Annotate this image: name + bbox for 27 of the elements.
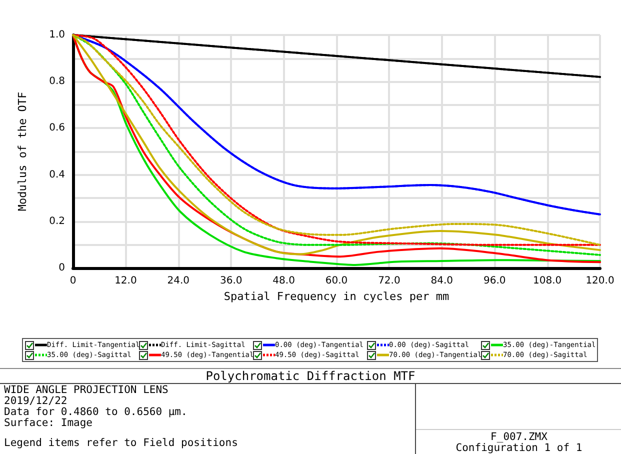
x-tick-label: 108.0: [532, 276, 562, 286]
x-tick-label: 84.0: [430, 276, 454, 286]
text: F_007.ZMX: [490, 431, 548, 443]
x-tick-label: 36.0: [220, 276, 242, 286]
text: WIDE ANGLE PROJECTION LENS: [4, 384, 170, 396]
text: Data for 0.4860 to 0.6560 µm.: [4, 406, 188, 418]
y-tick-label: 0: [58, 262, 65, 274]
text: Polychromatic Diffraction MTF: [0, 369, 621, 384]
x-tick-label: 0: [70, 276, 76, 286]
x-tick-label: 96.0: [483, 276, 506, 286]
text: 2019/12/22: [4, 395, 68, 407]
x-tick-label: 48.0: [272, 276, 295, 286]
text: Configuration 1 of 1: [454, 442, 584, 454]
y-axis-title: Modulus of the OTF: [16, 92, 29, 212]
y-tick-label: 1.0: [49, 30, 65, 40]
y-tick-label: 0.4: [49, 169, 65, 180]
y-tick-label: 0.8: [49, 76, 65, 88]
x-tick-label: 24.0: [167, 276, 190, 286]
x-axis-title: Spatial Frequency in cycles per mm: [224, 290, 450, 303]
x-tick-label: 12.0: [114, 276, 137, 286]
x-tick-label: 72.0: [378, 276, 400, 286]
text: Surface: Image: [4, 417, 94, 429]
y-tick-label: 0.2: [49, 216, 65, 227]
y-tick-label: 0.6: [49, 122, 65, 134]
text: Legend items refer to Field positions: [4, 437, 238, 449]
x-tick-label: 60.0: [325, 276, 348, 286]
x-tick-label: 120.0: [586, 276, 614, 286]
